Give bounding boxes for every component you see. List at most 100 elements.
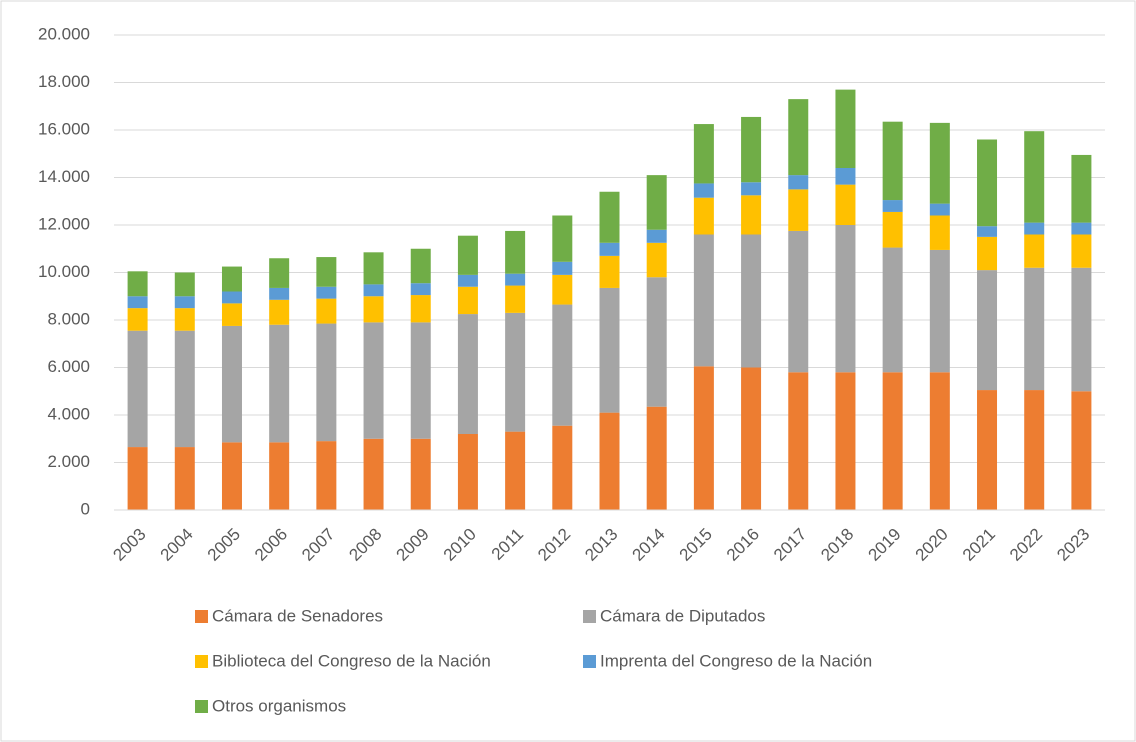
bar-segment <box>929 122 950 204</box>
bar-segment <box>741 116 762 183</box>
legend-label: Cámara de Senadores <box>212 606 383 625</box>
bar-segment <box>269 287 290 300</box>
bar-segment <box>316 441 337 510</box>
bar-segment <box>599 287 620 413</box>
bar-segment <box>552 274 573 305</box>
bar-segment <box>174 308 195 331</box>
y-tick-label: 14.000 <box>38 167 90 186</box>
bar-segment <box>977 236 998 271</box>
bar-segment <box>788 189 809 231</box>
bar-segment <box>788 230 809 373</box>
bar-segment <box>599 255 620 288</box>
bar-segment <box>552 261 573 275</box>
bar-segment <box>693 197 714 235</box>
bar-segment <box>646 406 667 510</box>
bar-segment <box>316 323 337 442</box>
bar-segment <box>457 314 478 434</box>
bar-segment <box>599 242 620 256</box>
bar-segment <box>646 242 667 278</box>
bar-segment <box>269 442 290 510</box>
y-tick-label: 12.000 <box>38 214 90 233</box>
bar-segment <box>221 303 242 326</box>
bar-segment <box>457 274 478 287</box>
bar-segment <box>505 431 526 510</box>
bar-segment <box>977 226 998 237</box>
y-tick-label: 16.000 <box>38 119 90 138</box>
bar-segment <box>269 258 290 288</box>
bar-segment <box>174 330 195 448</box>
bar-segment <box>410 248 431 284</box>
bar-segment <box>835 168 856 185</box>
bar-segment <box>457 434 478 510</box>
bar-segment <box>1071 391 1092 510</box>
bar-segment <box>835 184 856 225</box>
bar-segment <box>457 286 478 315</box>
bar-segment <box>221 266 242 292</box>
bar-segment <box>505 312 526 432</box>
bar-segment <box>835 89 856 168</box>
bar-segment <box>174 272 195 297</box>
bar-segment <box>363 252 384 285</box>
bar-segment <box>552 215 573 262</box>
bar-segment <box>929 249 950 373</box>
bar-segment <box>505 273 526 286</box>
bar-segment <box>1024 234 1045 268</box>
legend-label: Cámara de Diputados <box>600 606 765 625</box>
legend-swatch <box>195 700 208 713</box>
bar-segment <box>835 225 856 373</box>
bar-segment <box>741 367 762 510</box>
bar-segment <box>221 442 242 510</box>
y-tick-label: 20.000 <box>38 24 90 43</box>
bar-segment <box>977 390 998 510</box>
bar-segment <box>1024 267 1045 391</box>
bar-segment <box>127 447 148 510</box>
bar-segment <box>410 295 431 323</box>
bar-segment <box>977 139 998 227</box>
bar-segment <box>316 257 337 287</box>
bar-segment <box>127 296 148 309</box>
bar-segment <box>693 234 714 367</box>
bar-segment <box>929 203 950 216</box>
legend-swatch <box>583 655 596 668</box>
bar-segment <box>316 286 337 299</box>
bar-segment <box>788 99 809 176</box>
bar-segment <box>977 270 998 391</box>
bar-segment <box>882 121 903 201</box>
bar-segment <box>741 234 762 368</box>
bar-segment <box>221 325 242 443</box>
y-tick-label: 2.000 <box>47 452 90 471</box>
legend-swatch <box>583 610 596 623</box>
bar-segment <box>646 229 667 243</box>
bar-segment <box>174 447 195 510</box>
bar-segment <box>835 372 856 510</box>
legend-swatch <box>195 610 208 623</box>
bar-segment <box>1071 222 1092 235</box>
bar-segment <box>410 283 431 296</box>
y-tick-label: 10.000 <box>38 262 90 281</box>
bar-segment <box>363 284 384 297</box>
bar-segment <box>788 175 809 190</box>
bar-segment <box>599 412 620 510</box>
bar-segment <box>646 277 667 407</box>
bar-segment <box>882 247 903 373</box>
bar-segment <box>269 324 290 443</box>
bar-segment <box>127 271 148 297</box>
bar-segment <box>882 211 903 248</box>
bar-segment <box>646 175 667 230</box>
bar-segment <box>316 298 337 324</box>
bar-segment <box>693 183 714 198</box>
bar-segment <box>882 200 903 212</box>
y-tick-label: 0 <box>81 499 90 518</box>
bar-segment <box>882 372 903 510</box>
bar-segment <box>552 425 573 510</box>
bar-segment <box>269 299 290 325</box>
bar-segment <box>410 438 431 510</box>
legend-label: Otros organismos <box>212 696 346 715</box>
legend-label: Imprenta del Congreso de la Nación <box>600 651 872 670</box>
bar-segment <box>410 322 431 439</box>
bar-segment <box>221 291 242 304</box>
bar-segment <box>1071 154 1092 223</box>
y-tick-label: 18.000 <box>38 72 90 91</box>
y-tick-label: 4.000 <box>47 404 90 423</box>
